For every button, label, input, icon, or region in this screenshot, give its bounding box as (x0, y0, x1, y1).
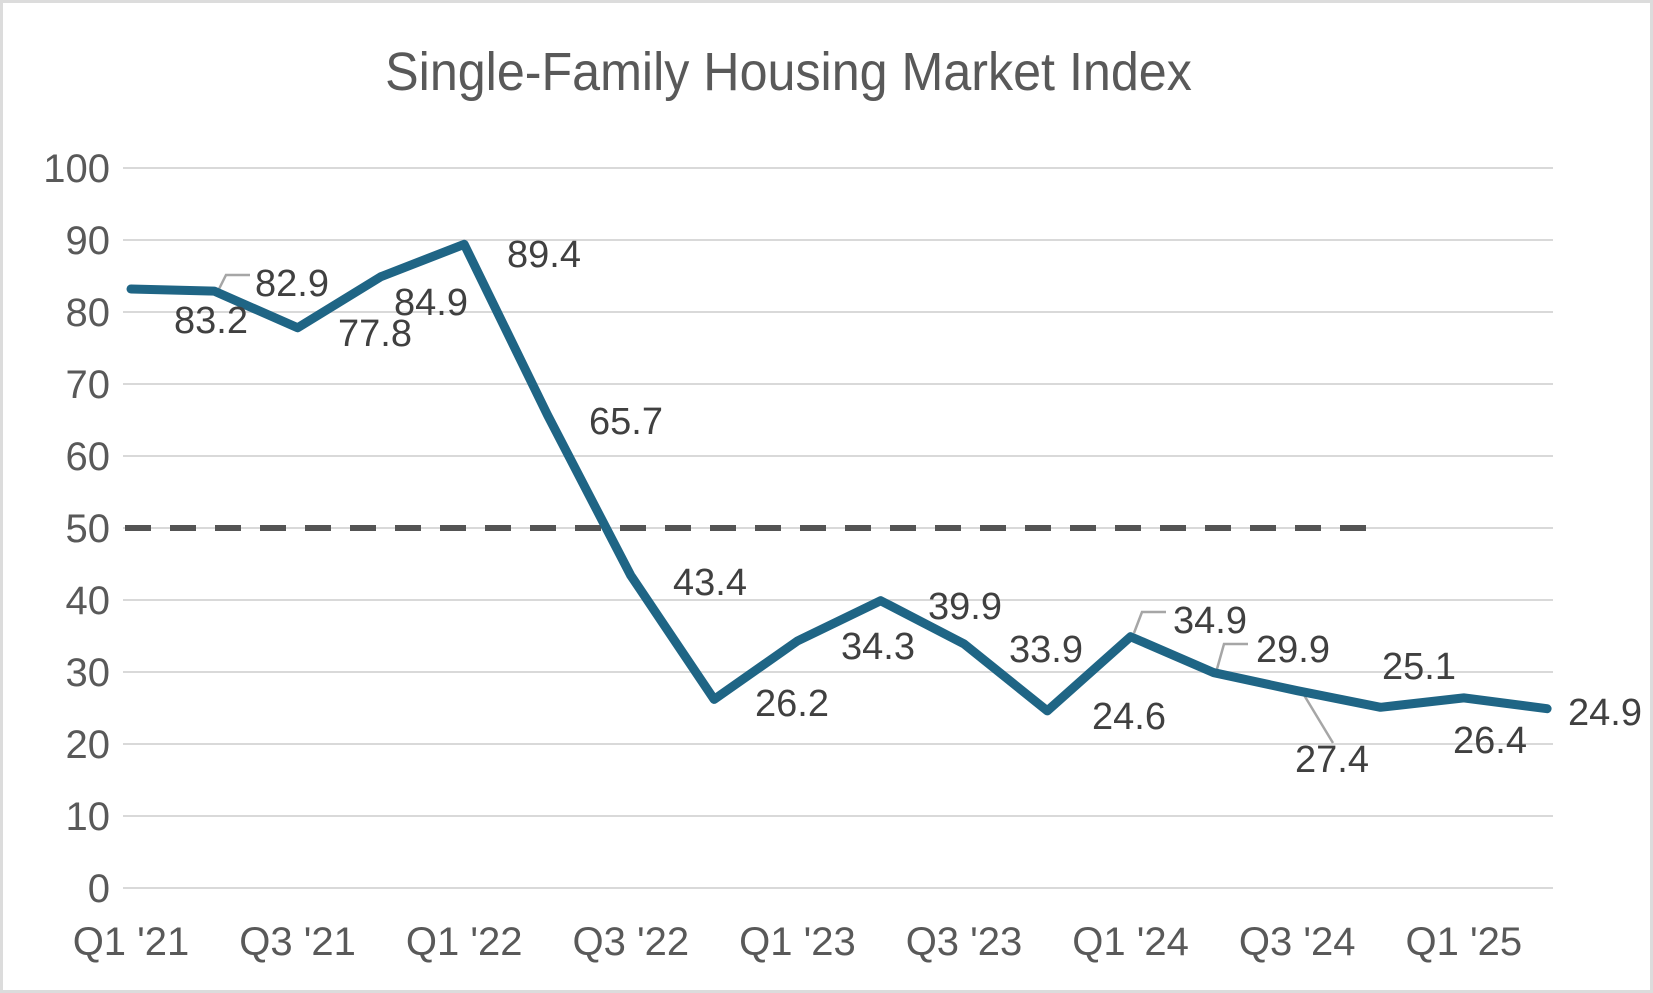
y-tick-label: 60 (66, 435, 111, 479)
y-tick-label: 0 (88, 867, 110, 911)
x-tick-label: Q3 '24 (1239, 920, 1356, 964)
y-tick-label: 40 (66, 579, 111, 623)
data-label: 33.9 (1009, 629, 1083, 671)
gridlines-group (123, 167, 1553, 889)
data-label: 65.7 (589, 401, 663, 443)
data-label: 89.4 (507, 234, 581, 276)
series-line (126, 239, 1552, 716)
y-tick-label: 80 (66, 291, 111, 335)
x-tick-label: Q1 '21 (73, 920, 190, 964)
line-chart-plot: 0 10 20 30 40 50 60 70 80 90 100 Q1 '21 Q3 '21 Q1 '22… (43, 147, 1642, 964)
data-label: 24.9 (1568, 692, 1642, 734)
y-tick-label: 100 (43, 147, 110, 191)
label-leader-line (1132, 610, 1166, 634)
label-leader-line (1215, 642, 1248, 670)
data-label: 26.4 (1453, 720, 1527, 762)
y-tick-label: 30 (66, 651, 111, 695)
x-tick-label: Q3 '21 (239, 920, 356, 964)
x-tick-label: Q1 '23 (739, 920, 856, 964)
data-label: 34.9 (1173, 600, 1247, 642)
x-tick-label: Q3 '23 (906, 920, 1023, 964)
x-tick-label: Q1 '24 (1072, 920, 1189, 964)
y-tick-label: 90 (66, 219, 111, 263)
data-label: 83.2 (174, 300, 248, 342)
data-label: 25.1 (1382, 646, 1456, 688)
x-tick-label: Q1 '22 (406, 920, 523, 964)
data-label: 29.9 (1256, 629, 1330, 671)
data-label: 84.9 (394, 282, 468, 324)
data-label: 34.3 (841, 626, 915, 668)
data-label: 26.2 (755, 683, 829, 725)
chart-title: Single-Family Housing Market Index (385, 42, 1192, 102)
y-tick-label: 20 (66, 723, 111, 767)
y-tick-label: 50 (66, 507, 111, 551)
data-label: 82.9 (255, 263, 329, 305)
label-leader-line (1302, 694, 1335, 744)
data-label: 77.8 (338, 313, 412, 355)
data-label: 24.6 (1092, 696, 1166, 738)
data-label: 43.4 (673, 562, 747, 604)
data-label: 39.9 (928, 586, 1002, 628)
x-tick-label: Q1 '25 (1405, 920, 1522, 964)
data-label: 27.4 (1295, 739, 1369, 781)
y-tick-label: 10 (66, 795, 111, 839)
x-tick-label: Q3 '22 (572, 920, 689, 964)
y-tick-label: 70 (66, 363, 111, 407)
label-leader-line (217, 273, 250, 290)
